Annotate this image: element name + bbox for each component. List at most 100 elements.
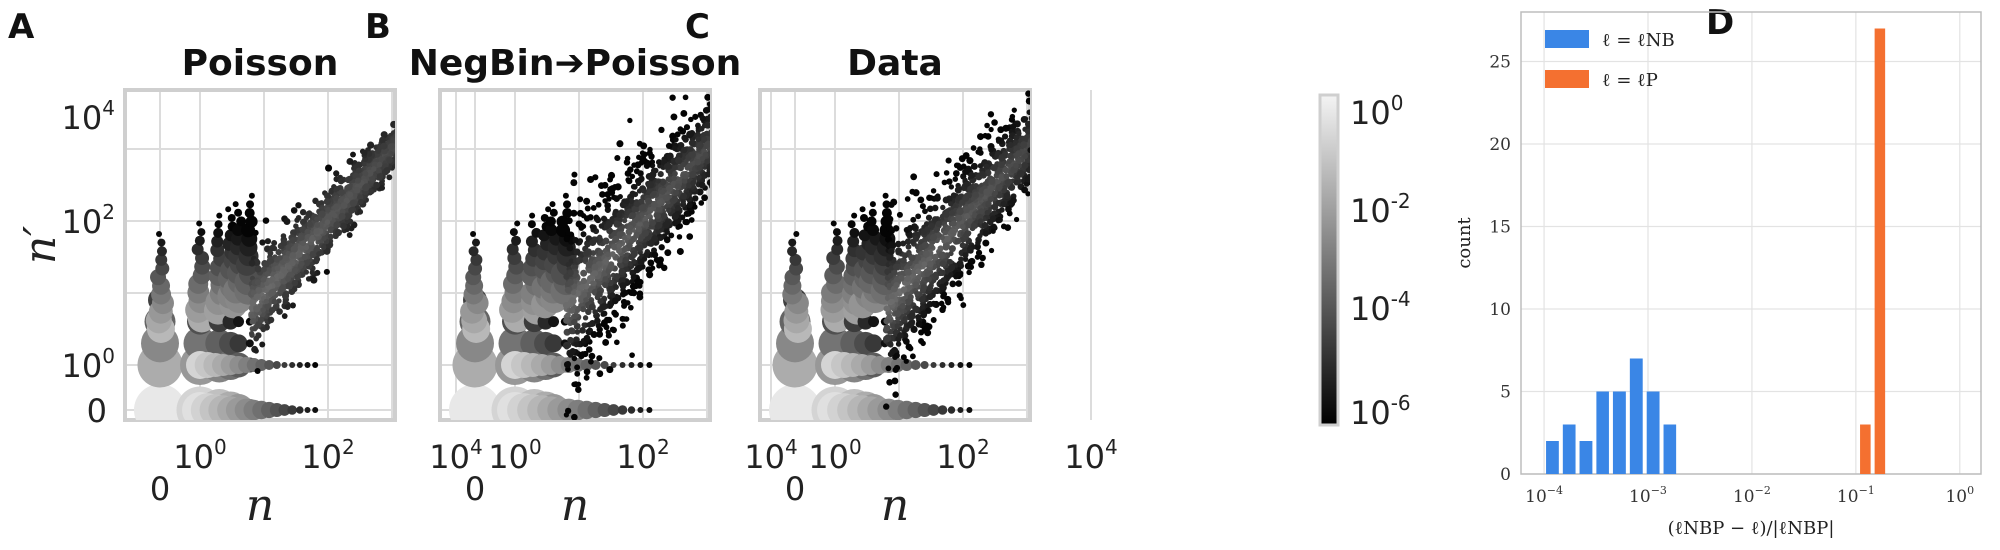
scatter-point (866, 216, 877, 227)
scatter-point (293, 273, 302, 281)
scatter-point (419, 96, 426, 103)
scatter-point (651, 251, 659, 259)
scatter-point (990, 215, 997, 223)
colorbar-tick-label: 10-2 (1350, 189, 1411, 230)
scatter-point (689, 151, 696, 159)
scatter-point (698, 200, 705, 206)
scatter-point (744, 85, 750, 91)
scatter-point (1039, 124, 1044, 129)
scatter-point (409, 129, 414, 134)
scatter-point (325, 164, 333, 172)
scatter-point (313, 256, 321, 263)
scatter-point (427, 94, 433, 100)
scatter-point (406, 133, 413, 140)
scatter-point (366, 150, 373, 157)
scatter-point (417, 109, 424, 116)
scatter-point (1055, 107, 1062, 114)
scatter-point (900, 257, 907, 264)
scatter-point (627, 224, 634, 231)
scatter-point (426, 106, 432, 112)
y-axis-label: n′ (15, 226, 66, 264)
scatter-point (432, 108, 437, 113)
scatter-point (746, 86, 753, 93)
scatter-point (746, 68, 753, 75)
scatter-point (267, 278, 274, 284)
scatter-point (420, 113, 427, 120)
scatter-point (421, 112, 427, 118)
scatter-point (688, 139, 696, 147)
scatter-point (747, 82, 754, 89)
scatter-point (730, 116, 735, 121)
scatter-point (1062, 88, 1069, 95)
scatter-point (613, 284, 619, 290)
scatter-point (732, 129, 739, 136)
scatter-point (379, 185, 386, 191)
scatter-point (1050, 122, 1056, 128)
scatter-point (616, 243, 623, 249)
scatter-point (264, 360, 275, 370)
scatter-point (415, 114, 420, 119)
scatter-point (409, 137, 415, 143)
scatter-point (1042, 116, 1049, 123)
scatter-point (586, 267, 593, 274)
scatter-point (406, 128, 413, 135)
scatter-point (962, 247, 968, 253)
scatter-point (744, 96, 750, 102)
scatter-point (711, 154, 718, 161)
scatter-point (549, 201, 556, 208)
scatter-point (977, 149, 984, 156)
scatter-point (1064, 94, 1069, 99)
scatter-point (936, 232, 942, 238)
scatter-point (587, 358, 594, 365)
scatter-point (655, 178, 661, 184)
scatter-point (418, 115, 424, 121)
scatter-point (399, 140, 405, 146)
scatter-point (412, 124, 419, 131)
scatter-point (1036, 136, 1042, 142)
scatter-point (1025, 120, 1030, 128)
scatter-point (403, 139, 410, 146)
scatter-point (606, 366, 614, 374)
scatter-point (739, 116, 745, 122)
scatter-point (748, 103, 753, 108)
scatter-point (468, 246, 479, 257)
scatter-point (737, 114, 743, 120)
scatter-point (939, 283, 946, 291)
y-tick-label: 20 (1489, 135, 1511, 155)
scatter-point (398, 142, 403, 147)
scatter-point (921, 241, 929, 249)
scatter-point (882, 335, 891, 343)
scatter-point (252, 229, 259, 236)
scatter-point (1053, 125, 1060, 132)
scatter-point (983, 163, 990, 170)
scatter-point (920, 361, 929, 369)
scatter-point (1044, 127, 1049, 132)
scatter-point (471, 238, 480, 247)
scatter-point (282, 255, 290, 262)
scatter-point (1048, 154, 1054, 160)
scatter-point (698, 125, 705, 132)
scatter-point (429, 109, 435, 115)
scatter-point (211, 235, 224, 248)
scatter-point (1059, 80, 1065, 86)
scatter-point (719, 109, 725, 115)
scatter-point (717, 137, 723, 143)
scatter-point (616, 140, 624, 148)
scatter-point (346, 175, 353, 182)
scatter-point (571, 318, 578, 326)
scatter-point (748, 127, 754, 133)
scatter-point (586, 327, 594, 334)
scatter-point (422, 115, 427, 120)
scatter-point (299, 209, 307, 216)
scatter-point (942, 229, 948, 236)
scatter-point (910, 326, 916, 332)
histogram-bar (1612, 391, 1626, 474)
scatter-point (1002, 124, 1010, 132)
scatter-point (413, 111, 420, 118)
scatter-point (1036, 162, 1043, 169)
scatter-point (405, 120, 410, 125)
scatter-point (426, 86, 431, 91)
scatter-point (721, 133, 727, 139)
scatter-point (687, 146, 694, 153)
